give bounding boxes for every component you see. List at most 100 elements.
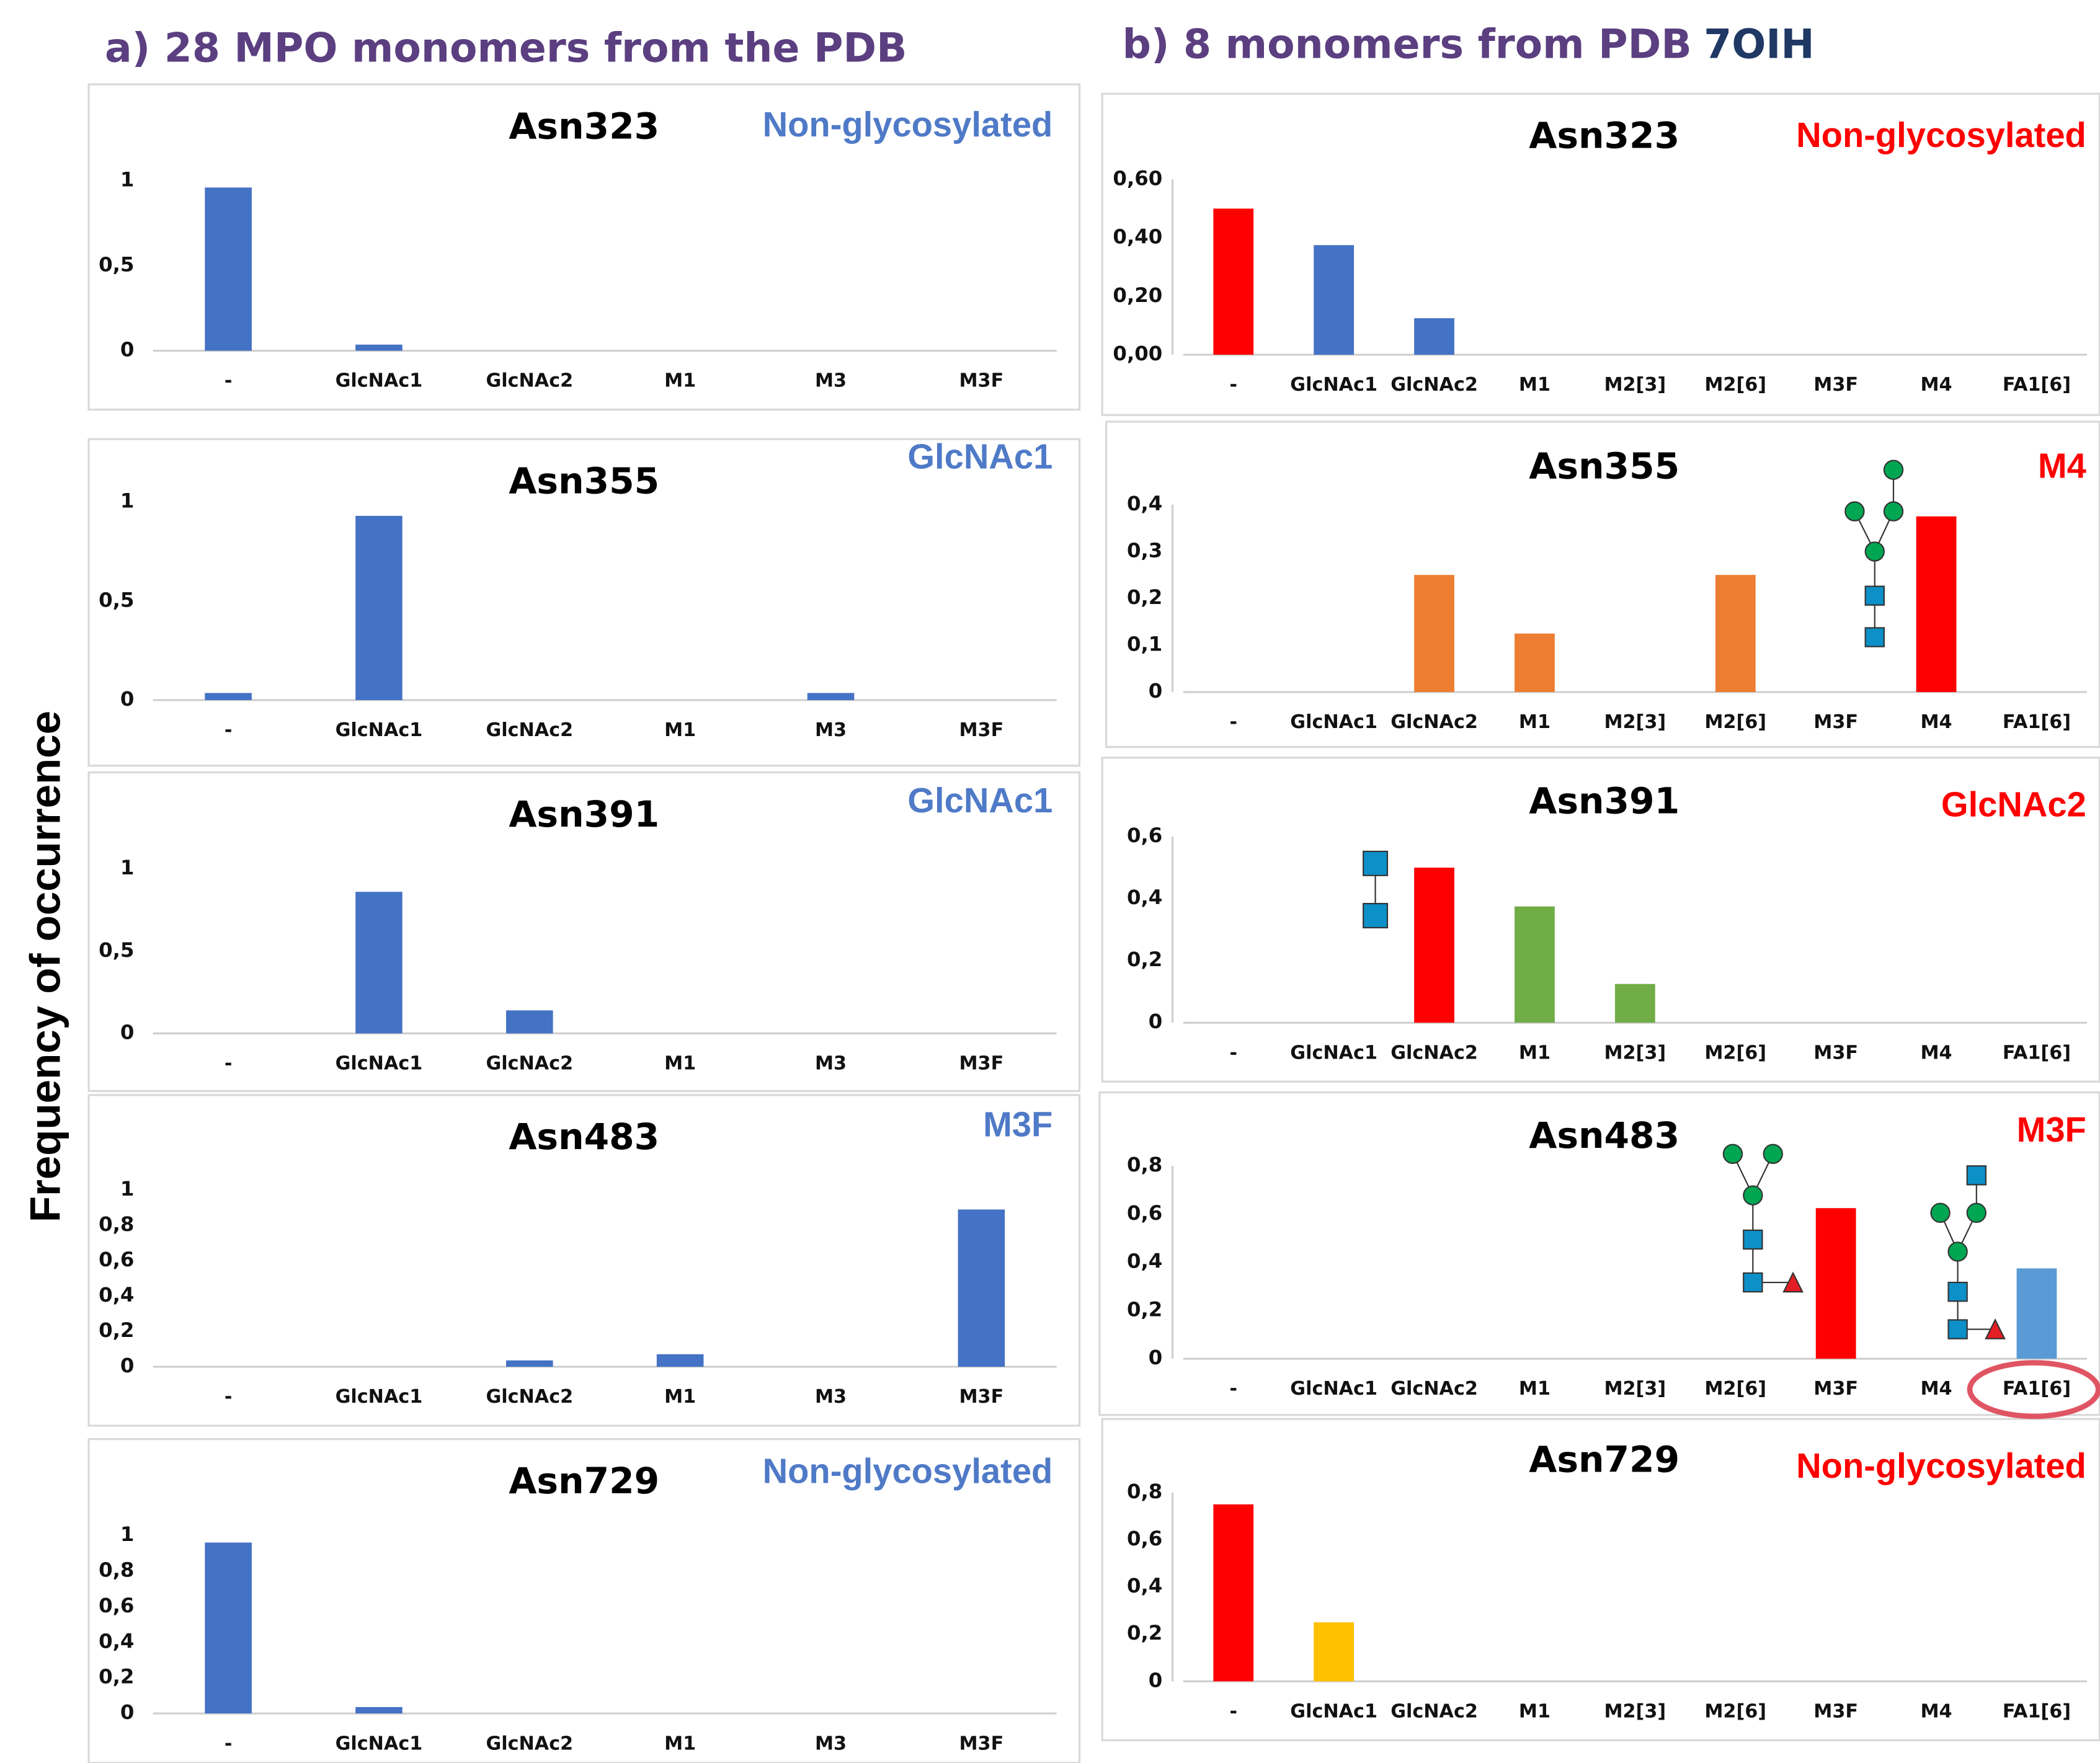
x-tick-label: FA1[6]: [2003, 1042, 2071, 1064]
x-tick-label: GlcNAc1: [1290, 1042, 1377, 1064]
x-tick-label: M3F: [959, 1053, 1003, 1075]
annotation: GlcNAc1: [907, 781, 1052, 820]
x-tick-label: M4: [1921, 711, 1952, 733]
x-tick-label: GlcNAc1: [336, 370, 423, 392]
y-tick-label: 0,3: [1127, 538, 1162, 562]
x-tick-label: M3F: [1813, 1378, 1858, 1400]
bar: [1314, 1622, 1355, 1682]
x-tick-label: GlcNAc2: [1390, 374, 1478, 396]
y-tick-label: 0,8: [1127, 1153, 1162, 1176]
x-tick-label: GlcNAc2: [486, 370, 573, 392]
chart-title: Asn391: [509, 793, 659, 835]
x-tick-label: M3: [815, 370, 847, 392]
glycan-fa1: [1930, 1165, 2006, 1339]
y-tick-label: 0,6: [99, 1248, 134, 1271]
annotation: Non-glycosylated: [763, 1452, 1053, 1491]
chart-panel: Asn323 Non-glycosylated 0,00 0,20 0,40 0,60 - G…: [1101, 92, 2100, 416]
panel-frame: [87, 83, 1081, 411]
chart-title: Asn729: [1529, 1438, 1680, 1480]
panel-frame: [87, 438, 1081, 767]
x-tick-label: GlcNAc1: [1290, 374, 1377, 396]
y-tick-label: 0,40: [1113, 225, 1162, 249]
x-tick-label: M2[3]: [1604, 1378, 1666, 1400]
x-tick-label: GlcNAc2: [486, 1733, 573, 1754]
chart-panel: Asn729 Non-glycosylated 0 0,2 0,4 0,6 0,8 1 - Glc…: [87, 1437, 1081, 1763]
bar: [1414, 318, 1454, 355]
y-tick-label: 0: [120, 1354, 135, 1377]
y-tick-label: 1: [120, 489, 135, 513]
y-tick-label: 0,60: [1113, 166, 1162, 190]
x-tick-label: GlcNAc2: [486, 1386, 573, 1408]
annotation: Non-glycosylated: [1796, 115, 2086, 154]
x-tick-label: -: [1229, 374, 1237, 396]
bar: [958, 1209, 1005, 1367]
annotation: M4: [2038, 446, 2086, 485]
y-tick-label: 0,4: [1127, 1250, 1162, 1273]
panel-frame: [1098, 1091, 2100, 1416]
x-tick-label: M3: [815, 719, 847, 741]
bar: [355, 344, 403, 351]
x-tick-label: -: [1229, 1042, 1237, 1064]
x-tick-label: M3F: [959, 719, 1003, 741]
y-tick-label: 0,2: [1127, 585, 1162, 609]
panel-frame: [87, 1437, 1081, 1763]
x-tick-label: FA1[6]: [2003, 374, 2071, 396]
x-tick-label: M3: [815, 1733, 847, 1754]
chart-title: Asn323: [1529, 114, 1680, 156]
x-tick-label: M3F: [959, 1733, 1003, 1754]
x-tick-label: M2[6]: [1704, 1378, 1766, 1400]
y-tick-label: 0,8: [99, 1558, 134, 1581]
bar: [205, 187, 252, 351]
y-tick-label: 0,5: [99, 253, 134, 277]
y-tick-label: 0: [1149, 679, 1163, 703]
bar: [1715, 575, 1756, 693]
chart-title: Asn355: [1529, 445, 1680, 487]
bar: [656, 1354, 704, 1367]
annotation: M3F: [983, 1104, 1052, 1144]
x-tick-label: M1: [664, 1733, 696, 1754]
chart-panel: Asn729 Non-glycosylated 0 0,2 0,4 0,6 0,8 - GlcN…: [1101, 1418, 2100, 1741]
bar: [1815, 1208, 1856, 1359]
y-tick-label: 0,2: [1127, 1621, 1162, 1645]
x-tick-label: -: [225, 1386, 233, 1408]
highlight-ellipse: [1967, 1360, 2100, 1419]
chart-title: Asn483: [1529, 1114, 1680, 1157]
y-tick-label: 0,6: [1127, 1527, 1162, 1550]
x-tick-label: GlcNAc2: [486, 719, 573, 741]
bar: [506, 1360, 553, 1367]
bar: [355, 515, 403, 700]
annotation: M3F: [2017, 1110, 2086, 1149]
bar: [1916, 516, 1957, 693]
annotation: Non-glycosylated: [763, 105, 1053, 144]
panel-b-id: 7OIH: [1704, 21, 1814, 68]
x-tick-label: M3F: [959, 370, 1003, 392]
x-tick-label: FA1[6]: [2003, 1378, 2071, 1400]
chart-title: Asn729: [509, 1460, 659, 1502]
chart-title: Asn391: [1529, 779, 1680, 822]
bar: [506, 1010, 553, 1034]
x-tick-label: M1: [664, 1386, 696, 1408]
x-tick-label: GlcNAc1: [336, 1733, 423, 1754]
y-tick-label: 0,00: [1113, 342, 1162, 365]
chart-panel: Asn483 M3F 0 0,2 0,4 0,6 0,8 - GlcNAc1 GlcNAc2 M1 M…: [1098, 1091, 2100, 1416]
bar: [1515, 906, 1555, 1023]
x-tick-label: -: [225, 370, 233, 392]
y-tick-label: 0,4: [1127, 1574, 1162, 1597]
x-tick-label: M3F: [1813, 374, 1858, 396]
x-tick-label: M4: [1921, 1042, 1952, 1064]
glycan-glcnac2: [1363, 850, 1389, 929]
x-tick-label: M2[6]: [1704, 374, 1766, 396]
bar: [807, 693, 855, 700]
x-tick-label: M4: [1921, 374, 1952, 396]
y-tick-label: 0,20: [1113, 283, 1162, 307]
y-tick-label: 0,2: [99, 1665, 134, 1689]
x-tick-label: M3F: [959, 1386, 1003, 1408]
x-tick-label: GlcNAc2: [1390, 1700, 1478, 1722]
chart-title: Asn355: [509, 460, 659, 502]
x-tick-label: M2[6]: [1704, 1042, 1766, 1064]
y-tick-label: 0: [120, 687, 135, 711]
x-tick-label: GlcNAc1: [1290, 711, 1377, 733]
y-tick-label: 1: [120, 167, 135, 191]
panel-frame: [1101, 92, 2100, 416]
x-tick-label: M3F: [1813, 1042, 1858, 1064]
